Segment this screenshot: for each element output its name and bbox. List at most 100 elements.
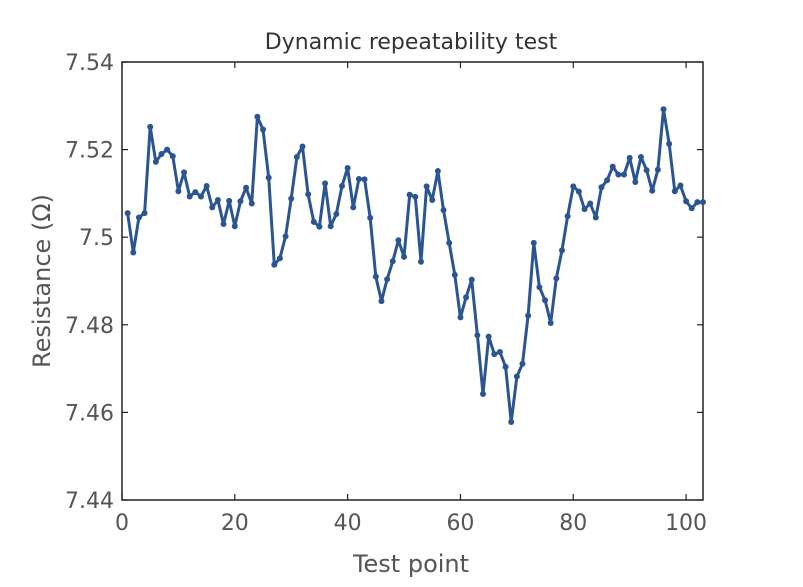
plot-frame: [121, 61, 704, 501]
data-point: [338, 182, 345, 189]
data-point: [621, 171, 628, 178]
data-point: [513, 373, 520, 380]
data-point: [141, 210, 148, 217]
chart-title: Dynamic repeatability test: [265, 30, 558, 55]
data-point: [237, 198, 244, 205]
data-point: [305, 191, 312, 198]
data-point: [260, 126, 267, 133]
data-point: [496, 348, 503, 355]
data-point: [502, 363, 509, 370]
data-point: [214, 196, 221, 203]
y-tick-label: 7.52: [65, 139, 114, 164]
data-point: [440, 207, 447, 214]
data-point: [130, 249, 137, 256]
data-point: [372, 273, 379, 280]
data-point: [547, 320, 554, 327]
data-point: [135, 214, 142, 221]
data-point: [637, 154, 644, 161]
data-point: [316, 223, 323, 230]
x-tick-label: 0: [115, 511, 129, 536]
data-point: [474, 332, 481, 339]
data-point: [609, 163, 616, 170]
plot-area: 0 20 40 60 80 100 7.44 7.46 7.48 7.5 7.52 7.54: [65, 51, 707, 536]
data-point: [197, 193, 204, 200]
data-point: [451, 271, 458, 278]
data-point: [463, 294, 470, 301]
x-tick-label: 80: [559, 511, 587, 536]
data-point: [632, 179, 639, 186]
x-tick-label: 20: [221, 511, 249, 536]
data-point: [361, 176, 368, 183]
data-point: [299, 143, 306, 150]
data-point: [265, 174, 272, 181]
data-point: [508, 419, 515, 426]
y-axis-label: Resistance (Ω): [28, 194, 56, 368]
data-point: [615, 171, 622, 178]
y-tick-label: 7.46: [65, 401, 114, 426]
data-point: [333, 210, 340, 217]
data-point: [169, 153, 176, 160]
data-point: [395, 237, 402, 244]
data-point: [158, 150, 165, 157]
data-point: [434, 168, 441, 175]
data-point: [654, 166, 661, 173]
data-point: [276, 255, 283, 262]
data-point: [124, 210, 131, 217]
data-point: [700, 199, 706, 206]
data-point: [671, 188, 678, 195]
data-point: [310, 218, 317, 225]
data-point: [626, 154, 633, 161]
data-point: [423, 183, 430, 190]
data-point: [519, 360, 526, 367]
data-point: [485, 333, 492, 340]
data-point: [181, 169, 188, 176]
data-point: [575, 188, 582, 195]
data-point: [592, 214, 599, 221]
data-point: [542, 297, 549, 304]
data-point: [248, 200, 255, 207]
data-point: [649, 187, 656, 194]
data-point: [355, 175, 362, 182]
data-point: [322, 180, 329, 187]
data-point: [231, 223, 238, 230]
data-point: [226, 197, 233, 204]
data-point: [694, 199, 701, 206]
data-point: [558, 247, 565, 254]
data-point: [293, 154, 300, 161]
x-tick-label: 40: [334, 511, 362, 536]
data-point: [412, 193, 419, 200]
x-axis-label: Test point: [352, 550, 469, 578]
data-point: [525, 312, 532, 319]
data-point: [536, 284, 543, 291]
y-tick-label: 7.54: [65, 51, 114, 76]
data-point: [643, 167, 650, 174]
x-tick-label: 100: [665, 511, 707, 536]
data-point: [164, 146, 171, 153]
data-point: [344, 164, 351, 171]
data-point: [254, 113, 261, 120]
data-point: [491, 351, 498, 358]
data-point: [587, 200, 594, 207]
data-point: [203, 182, 210, 189]
data-point: [350, 204, 357, 211]
y-tick-label: 7.48: [65, 314, 114, 339]
data-point: [598, 184, 605, 191]
data-point: [282, 233, 289, 240]
data-point: [152, 158, 159, 165]
data-point: [401, 253, 408, 260]
data-point: [384, 276, 391, 283]
data-point: [271, 261, 278, 268]
data-point: [553, 275, 560, 282]
data-point: [530, 239, 537, 246]
x-tick-label: 60: [446, 511, 474, 536]
data-point: [468, 276, 475, 283]
data-point: [192, 189, 199, 196]
data-point: [457, 314, 464, 321]
data-point: [564, 213, 571, 220]
data-point: [604, 177, 611, 184]
data-point: [688, 205, 695, 212]
data-point: [367, 214, 374, 221]
data-point: [406, 191, 413, 198]
data-point: [683, 198, 690, 205]
